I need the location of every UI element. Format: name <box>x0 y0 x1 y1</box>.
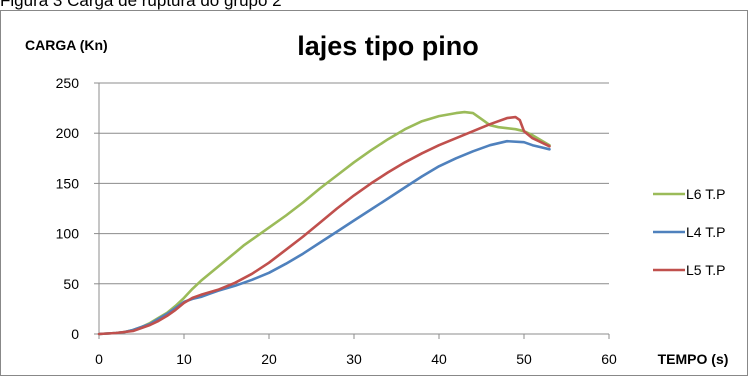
series-line-2 <box>97 139 551 336</box>
x-tick-label: 50 <box>516 351 532 367</box>
y-tick-label: 200 <box>56 125 80 141</box>
x-axis-title: TEMPO (s) <box>658 351 729 367</box>
legend-label: L6 T.P <box>686 186 725 202</box>
x-tick-label: 20 <box>261 351 277 367</box>
x-tick-label: 40 <box>431 351 447 367</box>
chart-title: lajes tipo pino <box>297 31 479 61</box>
tick-labels: 0 50 100 150 200 250 0 10 20 30 40 50 60 <box>56 75 617 367</box>
x-tick-label: 10 <box>176 351 192 367</box>
line-chart: lajes tipo pino CARGA (Kn) TEMPO (s) 0 50… <box>25 31 729 367</box>
legend-label: L4 T.P <box>686 224 725 240</box>
y-tick-label: 100 <box>56 226 80 242</box>
legend: L6 T.P L4 T.P L5 T.P <box>653 186 725 278</box>
gridlines <box>99 82 609 285</box>
y-tick-label: 250 <box>56 75 80 91</box>
series-lines <box>97 110 551 336</box>
x-tick-label: 60 <box>601 351 617 367</box>
series-line-3 <box>97 115 551 336</box>
y-tick-label: 0 <box>71 326 79 342</box>
y-axis-title: CARGA (Kn) <box>25 37 108 53</box>
figure-caption: Figura 3 Carga de ruptura do grupo 2 <box>0 0 282 10</box>
series-line-1 <box>97 110 551 336</box>
legend-label: L5 T.P <box>686 262 725 278</box>
x-tick-label: 30 <box>346 351 362 367</box>
x-tick-label: 0 <box>95 351 103 367</box>
y-tick-label: 50 <box>63 276 79 292</box>
chart-container: lajes tipo pino CARGA (Kn) TEMPO (s) 0 50… <box>0 10 748 376</box>
axes <box>94 82 610 339</box>
y-tick-label: 150 <box>56 175 80 191</box>
